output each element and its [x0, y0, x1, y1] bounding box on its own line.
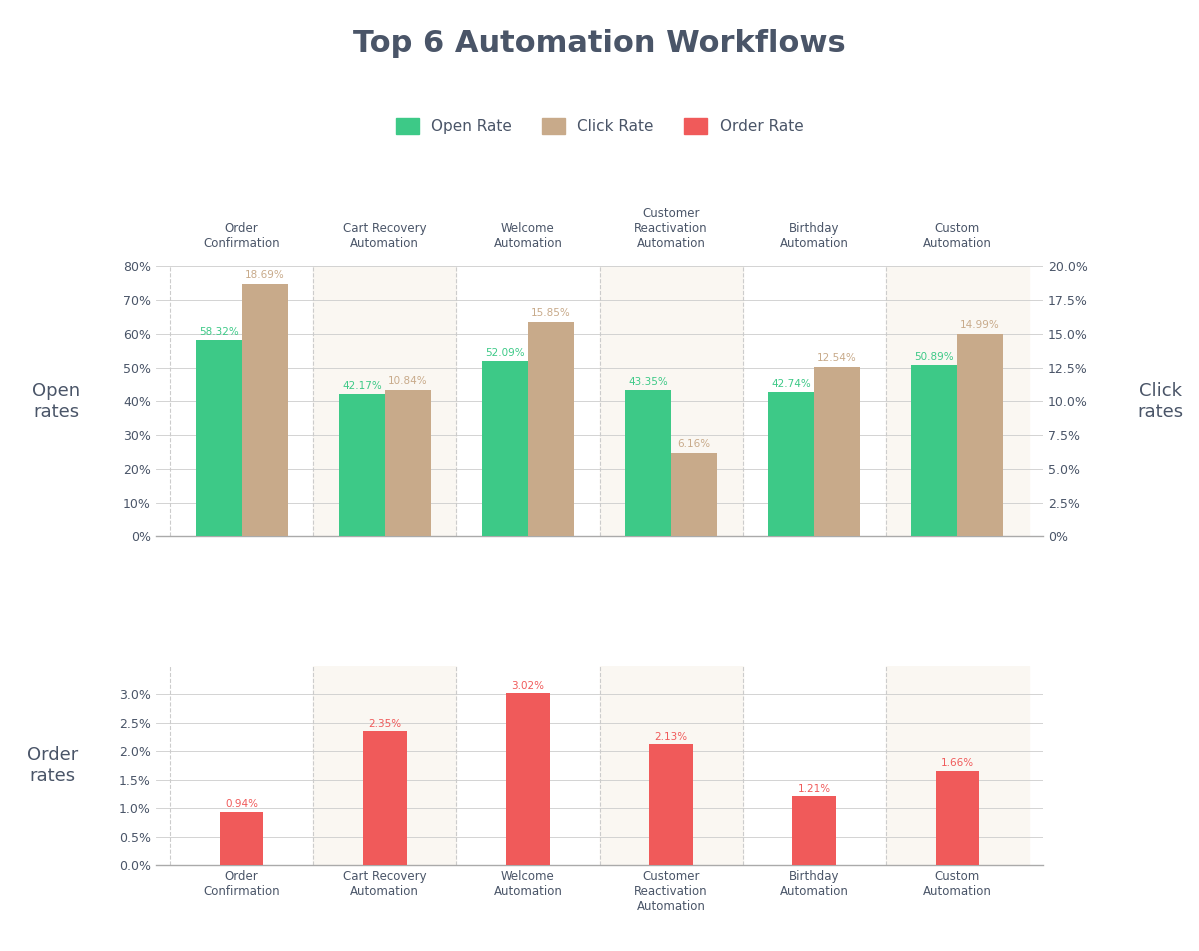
- Bar: [482, 360, 528, 536]
- Text: 6.16%: 6.16%: [677, 439, 711, 449]
- Bar: [339, 394, 385, 536]
- Bar: [313, 666, 457, 865]
- Bar: [219, 812, 264, 865]
- Text: 1.21%: 1.21%: [797, 784, 831, 794]
- Bar: [528, 322, 574, 536]
- Bar: [793, 796, 836, 865]
- Bar: [313, 266, 457, 536]
- Text: 10.84%: 10.84%: [388, 376, 428, 386]
- Text: 0.94%: 0.94%: [225, 800, 258, 809]
- Bar: [242, 284, 288, 536]
- Text: 50.89%: 50.89%: [915, 352, 954, 362]
- Bar: [886, 666, 1029, 865]
- Bar: [363, 731, 406, 865]
- Text: 2.13%: 2.13%: [655, 731, 687, 742]
- Text: Customer
Reactivation
Automation: Customer Reactivation Automation: [634, 206, 707, 249]
- Bar: [600, 666, 742, 865]
- Text: 12.54%: 12.54%: [818, 353, 857, 363]
- Text: 1.66%: 1.66%: [941, 758, 974, 768]
- Y-axis label: Click
rates: Click rates: [1137, 382, 1183, 420]
- Bar: [650, 744, 693, 865]
- Bar: [769, 392, 814, 536]
- Y-axis label: Order
rates: Order rates: [26, 747, 78, 785]
- Text: 58.32%: 58.32%: [199, 327, 239, 337]
- Text: 14.99%: 14.99%: [960, 320, 1000, 330]
- Text: Welcome
Automation: Welcome Automation: [494, 222, 562, 249]
- Bar: [625, 390, 671, 536]
- Bar: [814, 367, 860, 536]
- Bar: [886, 266, 1029, 536]
- Y-axis label: Open
rates: Open rates: [32, 382, 80, 420]
- Text: Top 6 Automation Workflows: Top 6 Automation Workflows: [354, 29, 845, 57]
- Text: 2.35%: 2.35%: [368, 719, 402, 729]
- Legend: Open Rate, Click Rate, Order Rate: Open Rate, Click Rate, Order Rate: [390, 112, 809, 141]
- Bar: [195, 340, 242, 536]
- Bar: [600, 266, 742, 536]
- Bar: [957, 334, 1004, 536]
- Text: 15.85%: 15.85%: [531, 308, 571, 319]
- Text: Cart Recovery
Automation: Cart Recovery Automation: [343, 222, 427, 249]
- Bar: [671, 454, 717, 536]
- Text: 52.09%: 52.09%: [486, 348, 525, 358]
- Bar: [935, 770, 980, 865]
- Text: 42.17%: 42.17%: [342, 381, 381, 392]
- Text: Custom
Automation: Custom Automation: [923, 222, 992, 249]
- Text: Birthday
Automation: Birthday Automation: [779, 222, 849, 249]
- Text: Order
Confirmation: Order Confirmation: [204, 222, 281, 249]
- Text: 3.02%: 3.02%: [512, 681, 544, 690]
- Text: 42.74%: 42.74%: [771, 379, 812, 389]
- Text: 43.35%: 43.35%: [628, 378, 668, 387]
- Bar: [385, 390, 430, 536]
- Text: 18.69%: 18.69%: [245, 270, 284, 280]
- Bar: [506, 693, 549, 865]
- Bar: [911, 364, 957, 536]
